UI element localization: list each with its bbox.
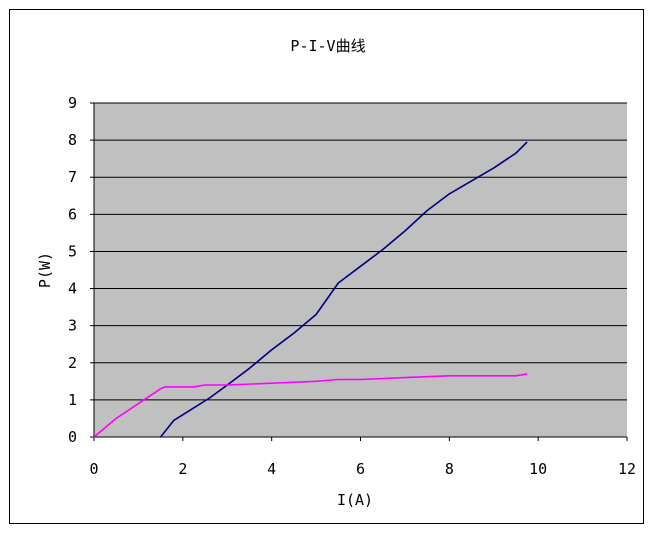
gridlines: [94, 102, 627, 401]
y-axis-label: P(W): [36, 252, 54, 288]
x-tick-label-6: 6: [356, 460, 365, 478]
y-tick-label-2: 2: [68, 354, 77, 372]
x-tick-label-10: 10: [529, 460, 547, 478]
chart-title: P-I-V曲线: [290, 37, 365, 55]
x-tick-label-0: 0: [89, 460, 98, 478]
series-line-1: [159, 141, 528, 438]
y-tick-label-1: 1: [68, 391, 77, 409]
x-tick-label-2: 2: [178, 460, 187, 478]
y-tick-label-9: 9: [68, 94, 77, 112]
x-tick-label-12: 12: [618, 460, 636, 478]
y-tick-label-0: 0: [68, 428, 77, 446]
y-tick-label-7: 7: [68, 168, 77, 186]
x-tick-label-4: 4: [267, 460, 276, 478]
y-tick-label-8: 8: [68, 131, 77, 149]
x-tick-label-8: 8: [445, 460, 454, 478]
plot-area: [94, 103, 627, 437]
y-tick-label-3: 3: [68, 317, 77, 335]
series-line-2: [93, 373, 528, 438]
y-tick-label-6: 6: [68, 205, 77, 223]
x-axis-label: I(A): [337, 491, 373, 509]
series-lines: [93, 141, 528, 438]
y-tick-label-5: 5: [68, 242, 77, 260]
axes: [90, 102, 628, 441]
y-tick-label-4: 4: [68, 280, 77, 298]
